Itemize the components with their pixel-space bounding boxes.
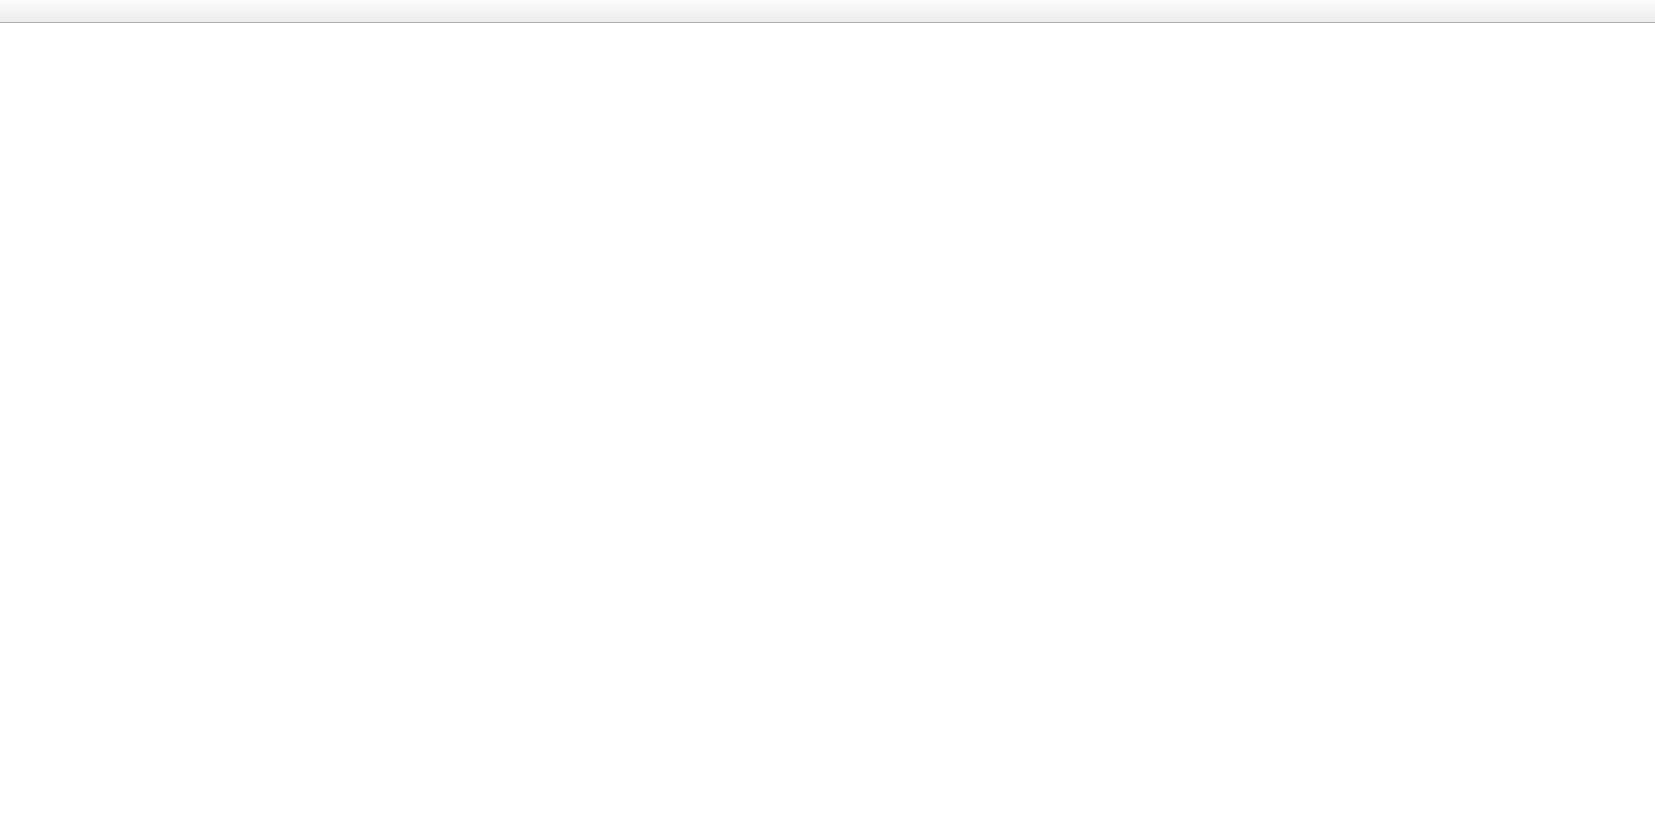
toolbar [0,0,1655,23]
chart-region [0,23,1655,827]
chart-canvas [0,23,1655,827]
